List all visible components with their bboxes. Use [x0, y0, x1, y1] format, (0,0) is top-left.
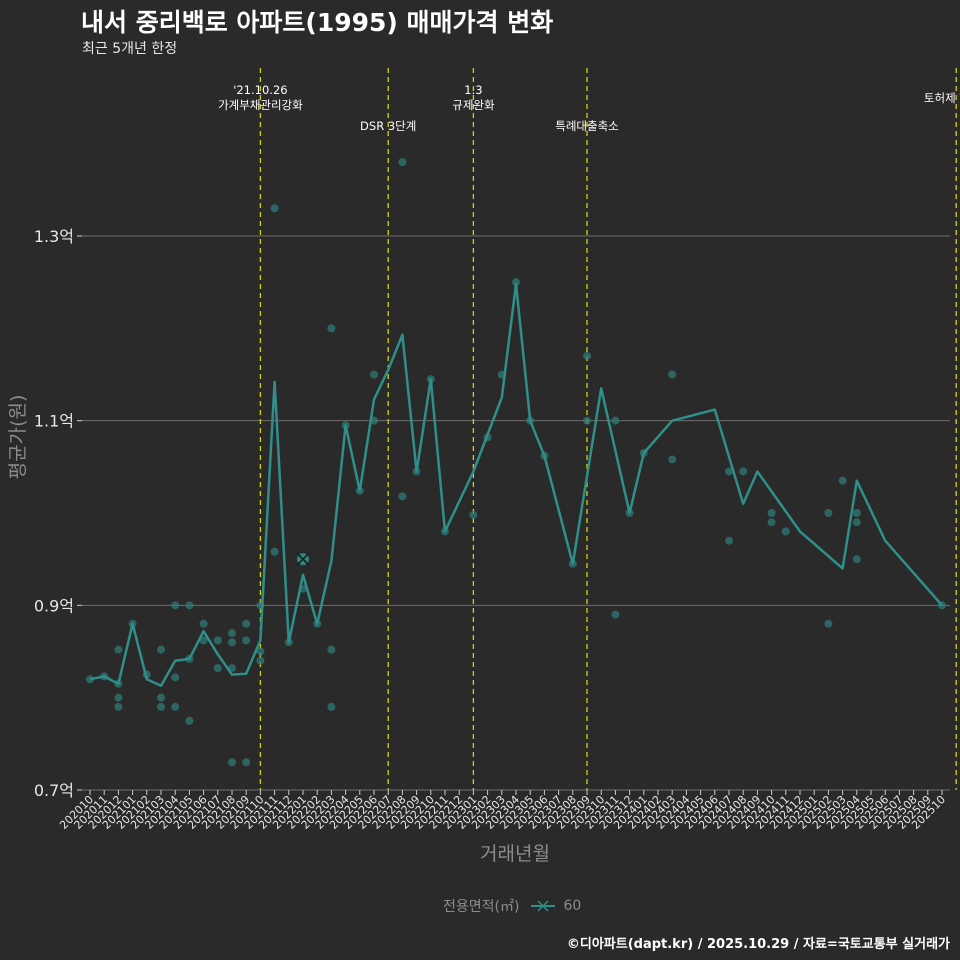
data-point-57	[583, 416, 591, 425]
data-point-70	[824, 509, 833, 517]
y-axis-ticks: 0.7억 0.9억 1.1억 1.3억	[34, 227, 82, 800]
data-point-39	[327, 702, 336, 711]
y-axis-label: 평균가(원)	[7, 395, 29, 480]
data-point-18	[199, 636, 208, 645]
data-point-52	[512, 278, 520, 287]
data-point-15	[185, 716, 194, 725]
chart-title: 내서 중리백로 아파트(1995) 매매가격 변화	[81, 8, 554, 37]
scatter-points	[86, 158, 946, 767]
data-point-27	[242, 758, 251, 767]
data-point-59	[611, 610, 620, 619]
average-line	[89, 282, 943, 687]
event-label-4-0: 토허제 해제	[924, 91, 960, 105]
data-point-19	[213, 664, 222, 673]
data-point-9	[157, 693, 165, 702]
data-point-75	[852, 555, 861, 564]
event-label-0-1: 가계부채관리강화	[218, 98, 303, 112]
data-point-49	[469, 510, 478, 519]
legend-swatch-icon	[531, 900, 556, 912]
data-point-44	[398, 158, 407, 167]
data-point-45	[398, 492, 407, 501]
data-point-25	[242, 619, 251, 628]
data-point-58	[611, 416, 620, 425]
data-point-13	[171, 702, 180, 711]
y-tick-label-1: 0.9억	[34, 596, 74, 615]
x-axis-label: 거래년월	[480, 843, 550, 865]
event-label-3-0: 특례대출축소	[555, 119, 618, 133]
data-point-42	[370, 370, 378, 379]
data-point-71	[824, 619, 833, 628]
event-label-2-0: 1.3	[464, 83, 482, 97]
event-label-0-0: '21.10.26	[233, 83, 287, 97]
data-point-4	[114, 702, 123, 711]
event-label-1-0: DSR 3단계	[360, 119, 416, 133]
data-point-74	[852, 518, 861, 527]
data-point-66	[739, 467, 748, 476]
legend-title: 전용면적(㎡)	[443, 899, 520, 915]
data-point-38	[327, 645, 336, 654]
data-point-2	[114, 645, 123, 654]
legend: 전용면적(㎡) 60	[443, 896, 581, 916]
data-point-26	[242, 636, 251, 645]
y-tick-label-3: 1.3억	[34, 227, 74, 246]
data-point-67	[767, 509, 776, 517]
x-axis-ticks: 2020102020112020122021012021022021032021…	[57, 790, 948, 832]
event-label-2-1: 규제완화	[452, 98, 495, 112]
data-point-11	[171, 601, 180, 610]
y-tick-label-0: 0.7억	[34, 781, 74, 800]
highlight-cross-b	[296, 552, 310, 566]
data-point-21	[228, 629, 236, 638]
data-point-14	[185, 601, 194, 610]
data-point-10	[157, 702, 165, 711]
series-line-60	[89, 282, 943, 687]
data-point-68	[767, 518, 776, 527]
data-point-24	[228, 758, 236, 767]
data-point-3	[114, 693, 123, 702]
data-point-29	[256, 647, 265, 656]
data-point-30	[256, 656, 265, 665]
data-point-32	[270, 204, 279, 213]
data-point-72	[838, 476, 847, 485]
data-point-31	[270, 547, 279, 556]
data-point-8	[157, 645, 165, 654]
data-point-62	[668, 370, 677, 379]
data-point-69	[781, 527, 790, 536]
data-point-12	[171, 673, 180, 682]
data-point-20	[213, 636, 222, 645]
data-point-64	[725, 467, 733, 476]
data-point-65	[725, 536, 733, 545]
data-point-73	[852, 509, 861, 517]
data-point-22	[228, 638, 236, 647]
gridlines	[82, 235, 950, 791]
legend-series-label: 60	[563, 898, 582, 914]
source-caption: ©디아파트(dapt.kr) / 2025.10.29 / 자료=국토교통부 실…	[566, 937, 950, 952]
data-point-56	[583, 352, 591, 361]
data-point-63	[668, 455, 677, 464]
chart-subtitle: 최근 5개년 한정	[82, 41, 178, 57]
data-point-17	[199, 619, 208, 628]
y-tick-label-2: 1.1억	[34, 412, 74, 431]
data-point-37	[327, 324, 336, 333]
